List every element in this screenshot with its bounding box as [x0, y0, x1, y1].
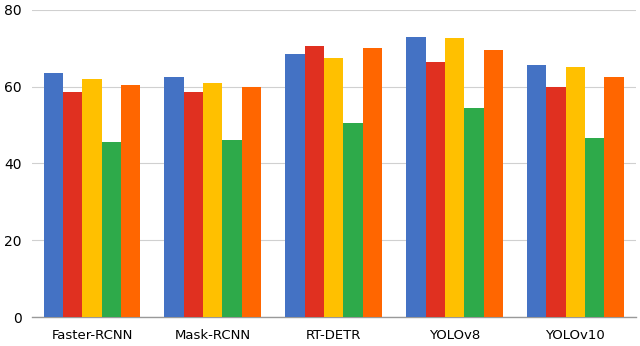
Bar [223, 140, 242, 317]
Bar [406, 37, 426, 317]
Bar [445, 38, 464, 317]
Bar [585, 138, 604, 317]
Bar [547, 86, 566, 317]
Bar [343, 123, 363, 317]
Bar [426, 62, 445, 317]
Bar [464, 108, 484, 317]
Bar [164, 77, 184, 317]
Bar [566, 67, 585, 317]
Bar [242, 86, 261, 317]
Bar [44, 73, 63, 317]
Bar [484, 50, 503, 317]
Bar [285, 54, 305, 317]
Bar [184, 92, 203, 317]
Bar [324, 58, 343, 317]
Bar [63, 92, 83, 317]
Bar [102, 142, 121, 317]
Bar [305, 46, 324, 317]
Bar [121, 84, 140, 317]
Bar [83, 79, 102, 317]
Bar [203, 83, 223, 317]
Bar [363, 48, 382, 317]
Bar [527, 65, 547, 317]
Bar [604, 77, 624, 317]
